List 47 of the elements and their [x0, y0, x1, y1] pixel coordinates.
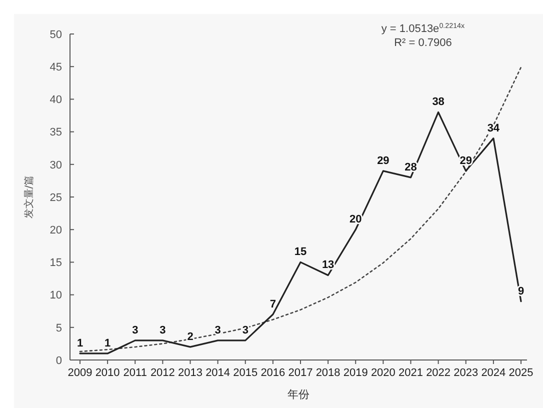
- y-tick-label: 40: [50, 94, 62, 106]
- y-tick-label: 0: [56, 354, 62, 367]
- data-label: 34: [487, 122, 500, 134]
- y-tick-label: 10: [50, 290, 62, 302]
- x-tick-label: 2021: [398, 367, 423, 379]
- data-label: 3: [160, 324, 166, 336]
- line-series: [79, 66, 522, 352]
- x-tick-label: 2018: [316, 367, 340, 379]
- y-tick-label: 45: [50, 61, 62, 74]
- annotation: R² = 0.7906: [394, 37, 452, 49]
- line-series: [79, 111, 522, 354]
- data-label: 3: [214, 324, 221, 336]
- annotation: y = 1.0513e$^{0.2214x}$: [381, 22, 466, 35]
- data-label: 13: [322, 259, 334, 272]
- data-label: 15: [294, 246, 307, 258]
- y-axis-title: 发文量/篇: [23, 175, 35, 219]
- y-tick-label: 30: [50, 159, 62, 172]
- y-tick-label: 50: [50, 28, 62, 41]
- data-label: 7: [270, 298, 276, 310]
- data-label: 38: [432, 96, 444, 108]
- x-axis-title: 年份: [288, 389, 310, 401]
- data-label: 2: [187, 330, 194, 343]
- data-label: 1: [104, 337, 111, 350]
- x-tick-label: 2025: [508, 367, 534, 379]
- x-tick-label: 2022: [426, 367, 451, 379]
- data-label: 1: [76, 337, 84, 350]
- x-tick-label: 2014: [206, 367, 230, 379]
- x-tick-label: 2011: [123, 367, 147, 379]
- y-tick-label: 20: [50, 224, 62, 236]
- x-tick-label: 2012: [150, 367, 175, 379]
- x-tick-label: 2010: [95, 367, 120, 379]
- y-tick-label: 5: [56, 322, 62, 334]
- y-tick-label: 25: [50, 192, 62, 204]
- data-label: 3: [242, 324, 248, 336]
- x-tick-label: 2016: [260, 367, 286, 379]
- x-tick-label: 2019: [343, 367, 368, 379]
- x-tick-label: 2023: [454, 367, 478, 379]
- x-tick-label: 2020: [370, 367, 396, 379]
- x-tick-label: 2017: [288, 367, 313, 379]
- data-label: 29: [377, 154, 390, 167]
- data-label: 3: [132, 324, 138, 336]
- y-tick-label: 15: [50, 257, 62, 270]
- x-tick-label: 2013: [178, 367, 202, 379]
- x-tick-label: 2024: [481, 367, 506, 379]
- y-tick-label: 35: [50, 126, 62, 139]
- x-tick-label: 2009: [68, 367, 92, 379]
- x-tick-label: 2015: [233, 367, 258, 379]
